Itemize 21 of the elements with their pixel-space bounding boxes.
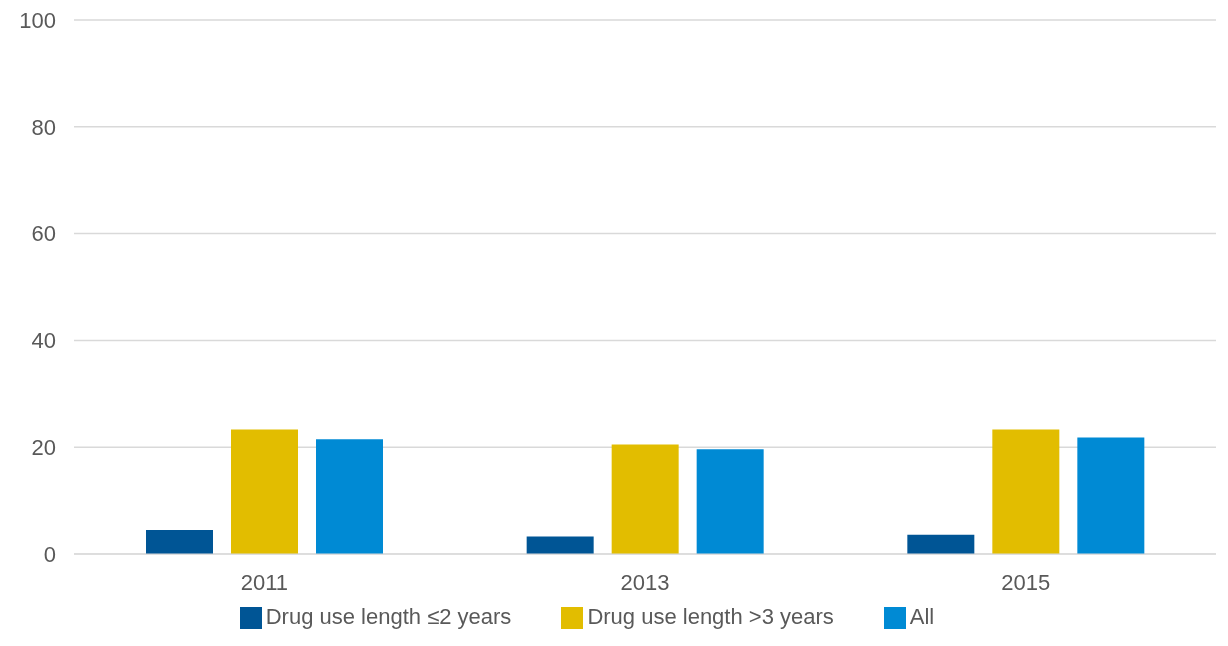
x-tick-label: 2015 bbox=[1001, 569, 1051, 595]
y-tick-label: 20 bbox=[31, 435, 56, 461]
y-tick-label: 80 bbox=[31, 114, 56, 140]
bar bbox=[316, 439, 383, 554]
bar bbox=[696, 449, 764, 554]
bar bbox=[611, 444, 679, 554]
bar bbox=[146, 529, 213, 554]
legend-label: Drug use length >3 years bbox=[587, 604, 834, 629]
x-tick-label: 2011 bbox=[240, 569, 288, 595]
y-tick-label: 0 bbox=[43, 541, 56, 567]
legend-label: All bbox=[909, 604, 935, 629]
x-tick-label: 2013 bbox=[620, 569, 670, 595]
bar bbox=[526, 536, 594, 554]
y-tick-label: 100 bbox=[19, 7, 56, 33]
bar bbox=[231, 429, 298, 554]
bar bbox=[1077, 437, 1145, 554]
legend-label: Drug use length ≤2 years bbox=[265, 604, 512, 629]
y-tick-label: 40 bbox=[31, 328, 56, 354]
bar bbox=[907, 534, 975, 554]
y-tick-label: 60 bbox=[31, 221, 56, 247]
bar bbox=[992, 429, 1060, 554]
